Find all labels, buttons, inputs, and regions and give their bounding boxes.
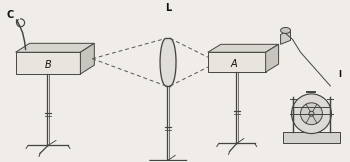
Polygon shape xyxy=(208,52,266,72)
Text: A: A xyxy=(231,59,237,69)
Text: I: I xyxy=(338,69,341,79)
Ellipse shape xyxy=(281,28,290,33)
Polygon shape xyxy=(266,44,279,72)
Ellipse shape xyxy=(309,111,314,116)
Text: C: C xyxy=(6,10,13,20)
Polygon shape xyxy=(208,44,279,52)
Polygon shape xyxy=(281,30,290,44)
Ellipse shape xyxy=(292,94,331,133)
Polygon shape xyxy=(16,43,94,52)
Polygon shape xyxy=(282,132,340,144)
Polygon shape xyxy=(80,43,94,74)
Text: L: L xyxy=(165,3,171,13)
Text: B: B xyxy=(45,60,51,70)
Ellipse shape xyxy=(301,103,322,125)
Polygon shape xyxy=(16,52,80,74)
